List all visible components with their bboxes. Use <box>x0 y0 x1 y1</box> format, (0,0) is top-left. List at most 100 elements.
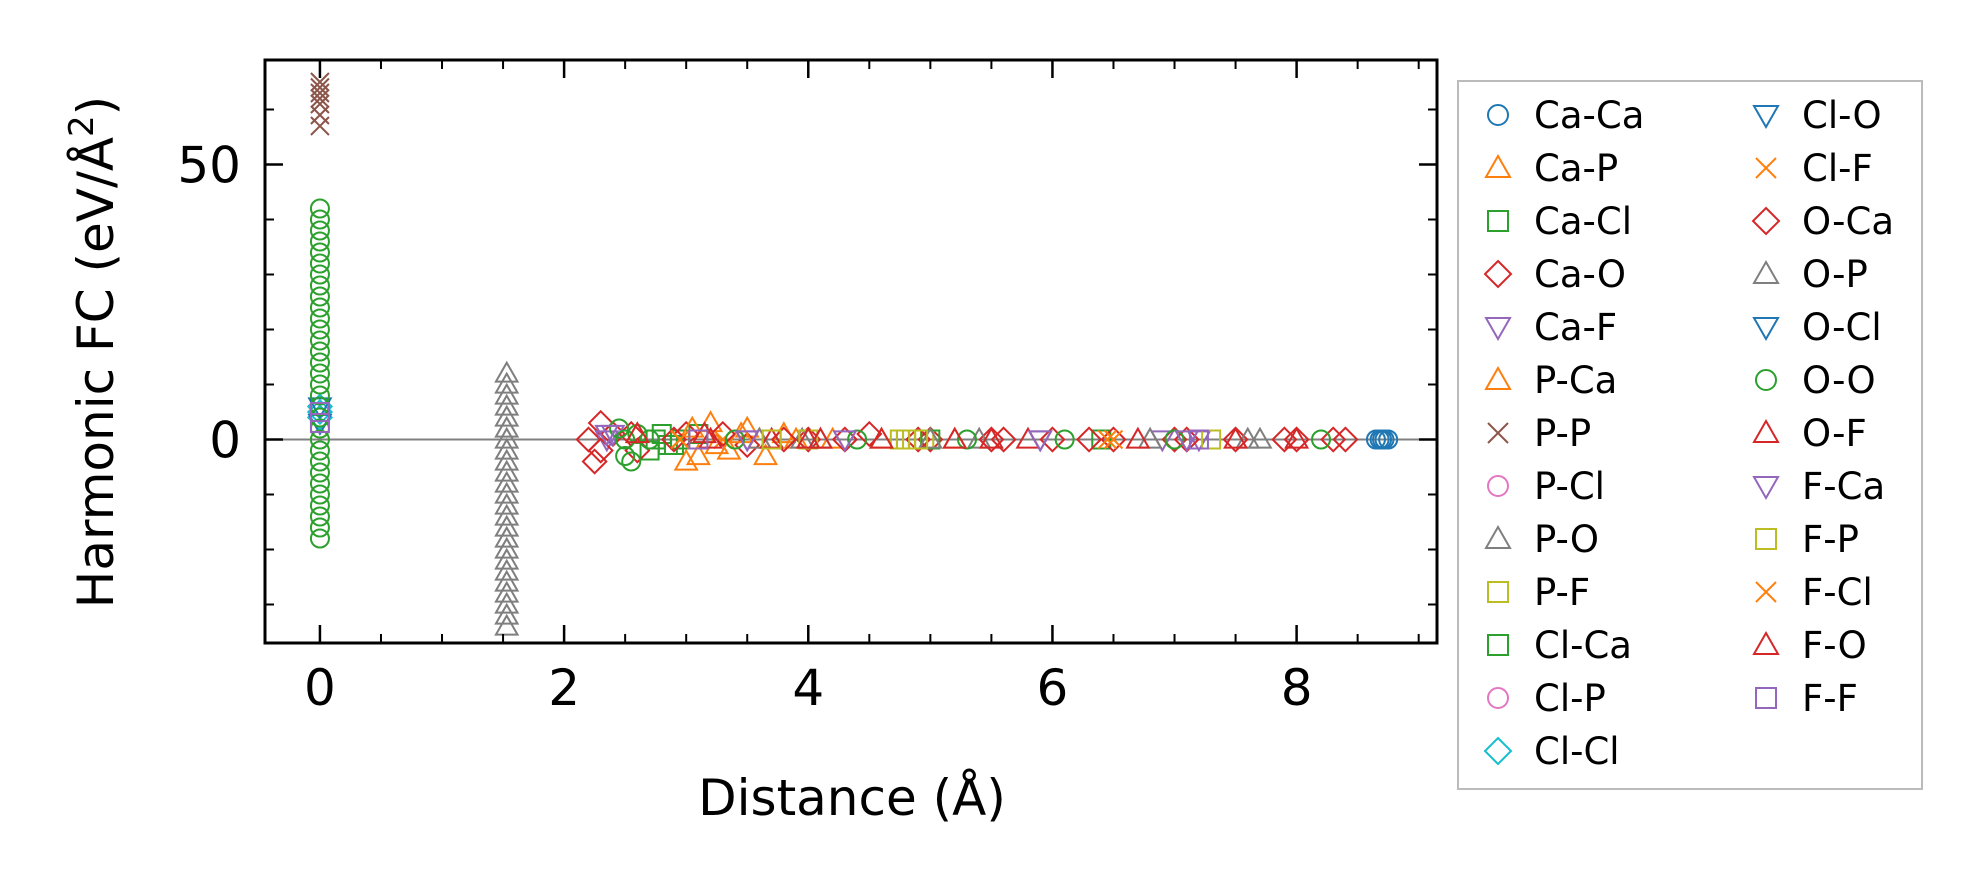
data-point <box>1075 426 1103 453</box>
y-axis-label-main: Harmonic FC (eV/Å <box>67 137 125 608</box>
data-point <box>1174 430 1200 453</box>
legend-label: F-O <box>1802 624 1867 667</box>
data-point <box>494 448 520 471</box>
data-point <box>494 503 520 526</box>
data-point <box>895 429 916 450</box>
legend-marker <box>1483 736 1513 766</box>
legend-frame <box>1457 80 1923 790</box>
data-point <box>309 429 330 450</box>
data-point <box>309 363 330 384</box>
data-point <box>309 286 330 307</box>
data-point <box>1100 426 1127 453</box>
data-point <box>309 402 330 422</box>
legend-label: Cl-F <box>1802 147 1873 190</box>
data-point <box>309 473 330 494</box>
data-point <box>1125 426 1151 449</box>
legend-label: O-Cl <box>1802 306 1882 349</box>
legend-label: O-O <box>1802 359 1876 402</box>
legend-label: Ca-Cl <box>1534 200 1632 243</box>
legend-marker <box>1755 581 1777 603</box>
legend-item: P-O <box>1484 518 1599 561</box>
legend-item: O-O <box>1755 359 1876 402</box>
data-point <box>309 528 330 549</box>
y-tick-label: 0 <box>209 412 241 470</box>
data-point <box>494 536 520 559</box>
legend-label: P-O <box>1534 518 1599 561</box>
data-point <box>615 446 636 466</box>
data-point <box>306 398 334 426</box>
legend-item: Ca-P <box>1484 147 1618 190</box>
legend-item: O-P <box>1752 253 1868 296</box>
series-f-f <box>309 402 1209 450</box>
data-layer <box>306 72 1399 636</box>
data-point <box>309 242 330 263</box>
data-point <box>1332 426 1359 453</box>
data-point <box>310 116 330 136</box>
data-point <box>1378 429 1399 450</box>
data-point <box>494 393 520 416</box>
legend-marker <box>1483 259 1513 289</box>
data-point <box>673 448 699 471</box>
data-point <box>494 470 520 493</box>
data-point <box>587 437 614 464</box>
series-f-ca <box>594 424 1200 453</box>
legend-marker <box>1484 365 1512 390</box>
data-point <box>868 426 895 449</box>
series-p-o <box>494 360 1261 636</box>
data-point <box>494 360 520 383</box>
legend-marker <box>1751 206 1781 236</box>
legend-label: F-F <box>1802 677 1858 720</box>
data-point <box>615 429 636 450</box>
data-point <box>832 430 858 453</box>
legend-label: O-Ca <box>1802 200 1894 243</box>
legend-item: P-F <box>1487 571 1590 614</box>
data-point <box>309 330 330 351</box>
legend-label: P-F <box>1534 571 1590 614</box>
data-point <box>309 495 330 516</box>
legend-marker <box>1752 418 1780 443</box>
legend-marker <box>1487 687 1509 709</box>
data-point <box>309 319 330 340</box>
x-tick-label: 2 <box>548 659 580 717</box>
data-point <box>1137 426 1163 449</box>
data-point <box>494 481 520 504</box>
legend-label: Cl-Ca <box>1534 624 1632 667</box>
data-point <box>624 421 650 444</box>
data-point <box>856 420 883 448</box>
data-point <box>908 429 929 450</box>
data-point <box>309 413 330 433</box>
data-point <box>494 547 520 570</box>
data-point <box>688 429 709 450</box>
data-point <box>309 451 330 472</box>
data-point <box>310 77 330 98</box>
legend-item: Ca-Cl <box>1487 200 1632 243</box>
data-point <box>494 492 520 515</box>
data-point <box>309 264 330 285</box>
series-f-p <box>761 429 929 450</box>
data-point <box>309 308 330 329</box>
legend-marker <box>1487 210 1509 232</box>
legend-item: F-F <box>1755 677 1858 720</box>
data-point <box>753 443 779 466</box>
data-point <box>494 525 520 548</box>
data-point <box>309 198 330 219</box>
data-point <box>609 418 630 439</box>
data-point <box>1097 429 1118 450</box>
legend-marker <box>1484 153 1512 178</box>
data-point <box>734 430 760 453</box>
legend-item: P-Cl <box>1487 465 1605 508</box>
x-tick-label: 6 <box>1037 659 1069 717</box>
legend-marker <box>1487 634 1509 656</box>
x-tick-label: 4 <box>792 659 824 717</box>
data-point <box>494 426 520 449</box>
data-point <box>494 382 520 405</box>
legend-label: P-Cl <box>1534 465 1605 508</box>
data-point <box>761 429 782 450</box>
series-ca-ca <box>1365 429 1399 450</box>
data-point <box>942 426 968 449</box>
data-point <box>660 426 688 453</box>
series-f-o <box>698 426 1004 449</box>
data-point <box>581 448 608 475</box>
data-point <box>309 341 330 362</box>
ticks-layer <box>265 60 1437 643</box>
